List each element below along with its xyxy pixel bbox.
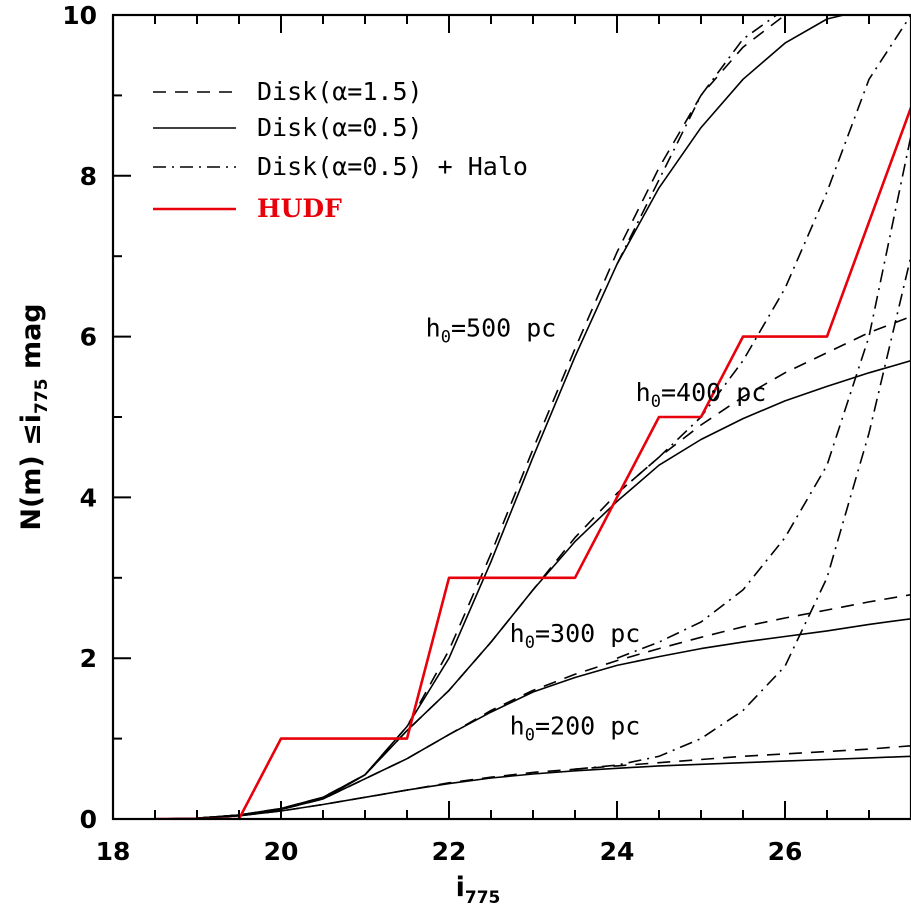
x-tick-label: 18 bbox=[96, 837, 131, 866]
x-tick-label: 26 bbox=[768, 837, 803, 866]
scale-height-label: h0=300 pc bbox=[510, 619, 641, 653]
model-curve-dashdot-11 bbox=[616, 15, 778, 265]
plot-frame-rect bbox=[111, 13, 911, 821]
y-tick-label: 0 bbox=[80, 805, 97, 834]
scale-height-label: h0=200 pc bbox=[510, 712, 641, 746]
y-tick-label: 2 bbox=[80, 644, 97, 673]
x-tick-label: 20 bbox=[264, 837, 299, 866]
model-curve-dashdot-5 bbox=[616, 135, 911, 659]
model-curve-dashed-0 bbox=[154, 745, 911, 819]
y-tick-label: 10 bbox=[62, 1, 97, 30]
model-curve-solid-1 bbox=[154, 755, 911, 819]
model-curve-dashdot-2 bbox=[574, 256, 911, 770]
x-tick-label: 24 bbox=[600, 837, 635, 866]
model-curve-solid-10 bbox=[154, 15, 844, 819]
hudf-line bbox=[155, 107, 911, 819]
model-curve-dashed-3 bbox=[154, 593, 911, 819]
plot-frame bbox=[111, 13, 911, 821]
legend-label: HUDF bbox=[257, 194, 342, 223]
y-tick-label: 6 bbox=[80, 323, 97, 352]
scale-height-label: h0=400 pc bbox=[636, 378, 767, 412]
legend: Disk(α=1.5) Disk(α=0.5) Disk(α=0.5) + Halo… bbox=[153, 77, 528, 223]
legend-label: Disk(α=1.5) bbox=[257, 77, 423, 106]
x-tick-label: 22 bbox=[432, 837, 467, 866]
model-curve-dashed-9 bbox=[154, 15, 786, 819]
y-axis-title: N(m) ≤i775 mag bbox=[16, 303, 52, 530]
y-tick-label: 4 bbox=[80, 483, 97, 512]
axis-ticks bbox=[112, 14, 911, 820]
legend-label: Disk(α=0.5) + Halo bbox=[257, 152, 528, 181]
annotations: h0=500 pc h0=400 pc h0=300 pc h0=200 pc bbox=[426, 314, 767, 746]
model-curve-solid-7 bbox=[154, 359, 911, 819]
model-curve-dashdot-8 bbox=[616, 15, 911, 495]
scale-height-label: h0=500 pc bbox=[426, 314, 557, 348]
x-axis-title: i775 bbox=[456, 872, 501, 908]
y-tick-label: 8 bbox=[80, 162, 97, 191]
legend-label: Disk(α=0.5) bbox=[257, 113, 423, 142]
